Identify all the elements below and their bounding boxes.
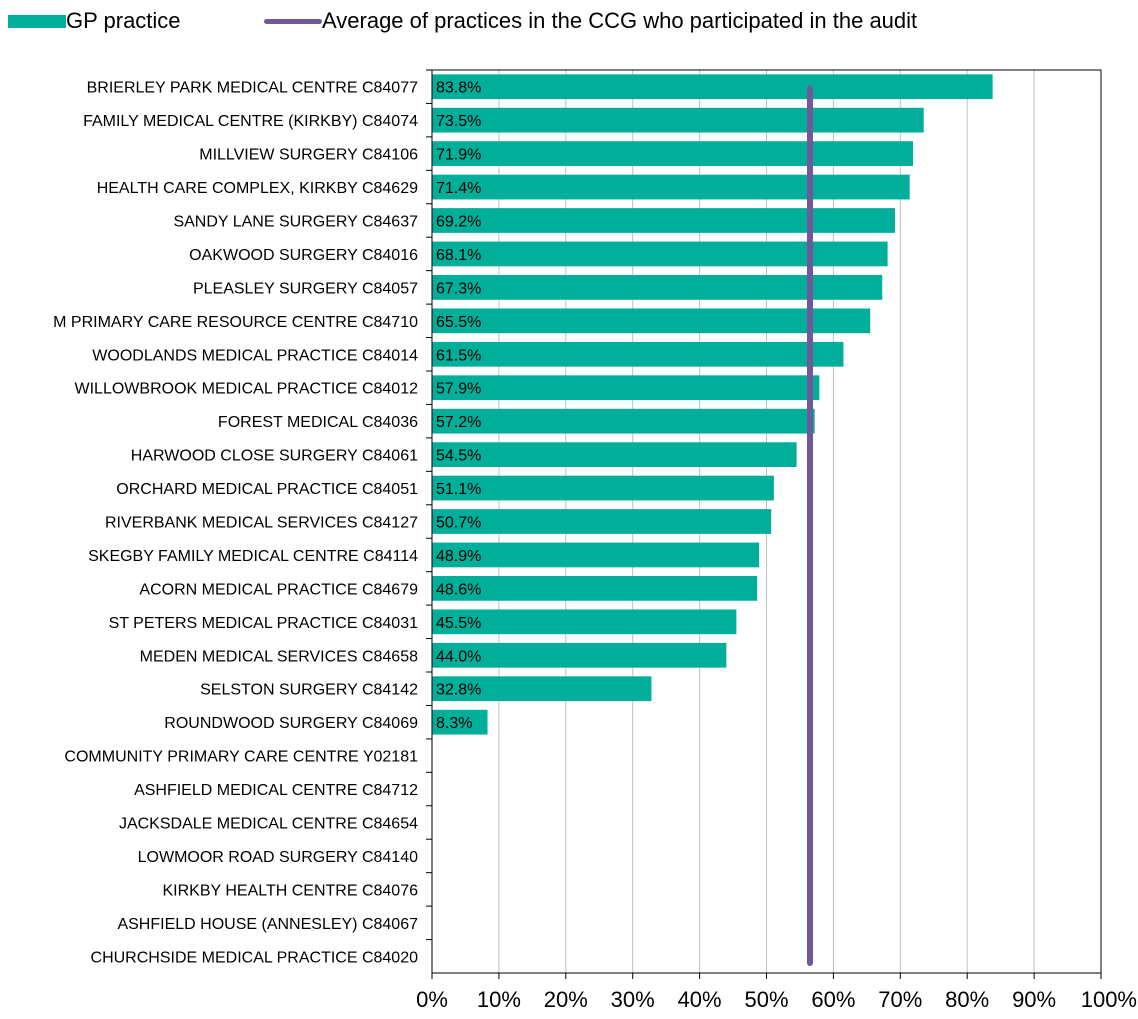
data-label: 8.3% (436, 715, 472, 732)
data-label: 68.1% (436, 247, 481, 264)
category-label: OAKWOOD SURGERY C84016 (189, 247, 418, 264)
data-label: 65.5% (436, 314, 481, 331)
x-tick-label: 50% (744, 987, 788, 1012)
data-label: 57.9% (436, 381, 481, 398)
bar (432, 509, 772, 534)
data-label: 50.7% (436, 515, 481, 532)
category-label: WOODLANDS MEDICAL PRACTICE C84014 (92, 347, 418, 364)
bar (432, 475, 774, 501)
x-tick-label: 20% (544, 987, 588, 1012)
x-tick-label: 0% (416, 987, 448, 1012)
bar (432, 375, 820, 401)
category-label: KIRKBY HEALTH CENTRE C84076 (163, 882, 419, 899)
bar (432, 275, 883, 300)
category-label: JACKSDALE MEDICAL CENTRE C84654 (119, 816, 418, 833)
data-label: 44.0% (436, 648, 481, 665)
category-label: MEDEN MEDICAL SERVICES C84658 (140, 648, 418, 665)
category-label: SANDY LANE SURGERY C84637 (173, 214, 418, 231)
bar (432, 74, 993, 100)
bar (432, 576, 758, 601)
bar (432, 141, 914, 166)
category-label: FAMILY MEDICAL CENTRE (KIRKBY) C84074 (83, 113, 418, 130)
category-label: ASHFIELD MEDICAL CENTRE C84712 (134, 782, 418, 799)
bar (432, 709, 488, 735)
bar (432, 408, 815, 434)
category-label: BRIERLEY PARK MEDICAL CENTRE C84077 (87, 80, 418, 97)
legend-item-average: Average of practices in the CCG who part… (264, 4, 917, 38)
x-tick-label: 80% (945, 987, 989, 1012)
category-label: CHURCHSIDE MEDICAL PRACTICE C84020 (91, 949, 419, 966)
data-label: 61.5% (436, 347, 481, 364)
category-label: ACORN MEDICAL PRACTICE C84679 (139, 581, 418, 598)
data-label: 45.5% (436, 615, 481, 632)
data-label: 71.9% (436, 147, 481, 164)
category-label: FOREST MEDICAL C84036 (218, 414, 418, 431)
data-label: 51.1% (436, 481, 481, 498)
data-label: 57.2% (436, 414, 481, 431)
data-label: 83.8% (436, 80, 481, 97)
category-label: ROUNDWOOD SURGERY C84069 (164, 715, 418, 732)
category-label: ASHFIELD HOUSE (ANNESLEY) C84067 (117, 916, 418, 933)
x-tick-label: 60% (811, 987, 855, 1012)
data-label: 67.3% (436, 280, 481, 297)
x-tick-label: 40% (678, 987, 722, 1012)
category-label: HARWOOD CLOSE SURGERY C84061 (131, 448, 418, 465)
bar (432, 442, 797, 467)
category-label: WILLOWBROOK MEDICAL PRACTICE C84012 (75, 381, 419, 398)
legend-label-average: Average of practices in the CCG who part… (322, 8, 918, 33)
legend-label-gp-practice: GP practice (66, 8, 181, 33)
category-label: RIVERBANK MEDICAL SERVICES C84127 (105, 515, 418, 532)
legend-swatch-line (264, 18, 322, 24)
data-label: 32.8% (436, 682, 481, 699)
data-label: 48.9% (436, 548, 481, 565)
category-label: HEALTH CARE COMPLEX, KIRKBY C84629 (97, 180, 418, 197)
data-label: 71.4% (436, 180, 481, 197)
x-tick-label: 90% (1012, 987, 1056, 1012)
category-label: LOWMOOR ROAD SURGERY C84140 (138, 849, 418, 866)
category-label: COMMUNITY PRIMARY CARE CENTRE Y02181 (64, 749, 418, 766)
category-label: ORCHARD MEDICAL PRACTICE C84051 (116, 481, 418, 498)
bar (432, 642, 727, 668)
bar (432, 308, 871, 334)
data-label: 73.5% (436, 113, 481, 130)
category-label: M PRIMARY CARE RESOURCE CENTRE C84710 (53, 314, 418, 331)
bar (432, 676, 652, 702)
chart-legend: GP practice Average of practices in the … (0, 4, 1138, 38)
bar (432, 208, 895, 233)
bar (432, 609, 737, 635)
legend-swatch-bar (8, 14, 66, 28)
x-tick-label: 70% (878, 987, 922, 1012)
bar (432, 341, 844, 367)
x-tick-label: 100% (1081, 987, 1137, 1012)
data-label: 48.6% (436, 581, 481, 598)
bar (432, 107, 924, 133)
category-label: ST PETERS MEDICAL PRACTICE C84031 (109, 615, 419, 632)
data-label: 69.2% (436, 214, 481, 231)
category-label: PLEASLEY SURGERY C84057 (193, 280, 418, 297)
data-label: 54.5% (436, 448, 481, 465)
category-label: SKEGBY FAMILY MEDICAL CENTRE C84114 (88, 548, 418, 565)
x-tick-label: 30% (611, 987, 655, 1012)
bar (432, 174, 910, 200)
legend-item-gp-practice: GP practice (8, 4, 181, 38)
category-label: MILLVIEW SURGERY C84106 (199, 147, 418, 164)
bar (432, 241, 888, 267)
bar (432, 542, 760, 568)
x-tick-label: 10% (477, 987, 521, 1012)
category-label: SELSTON SURGERY C84142 (200, 682, 418, 699)
